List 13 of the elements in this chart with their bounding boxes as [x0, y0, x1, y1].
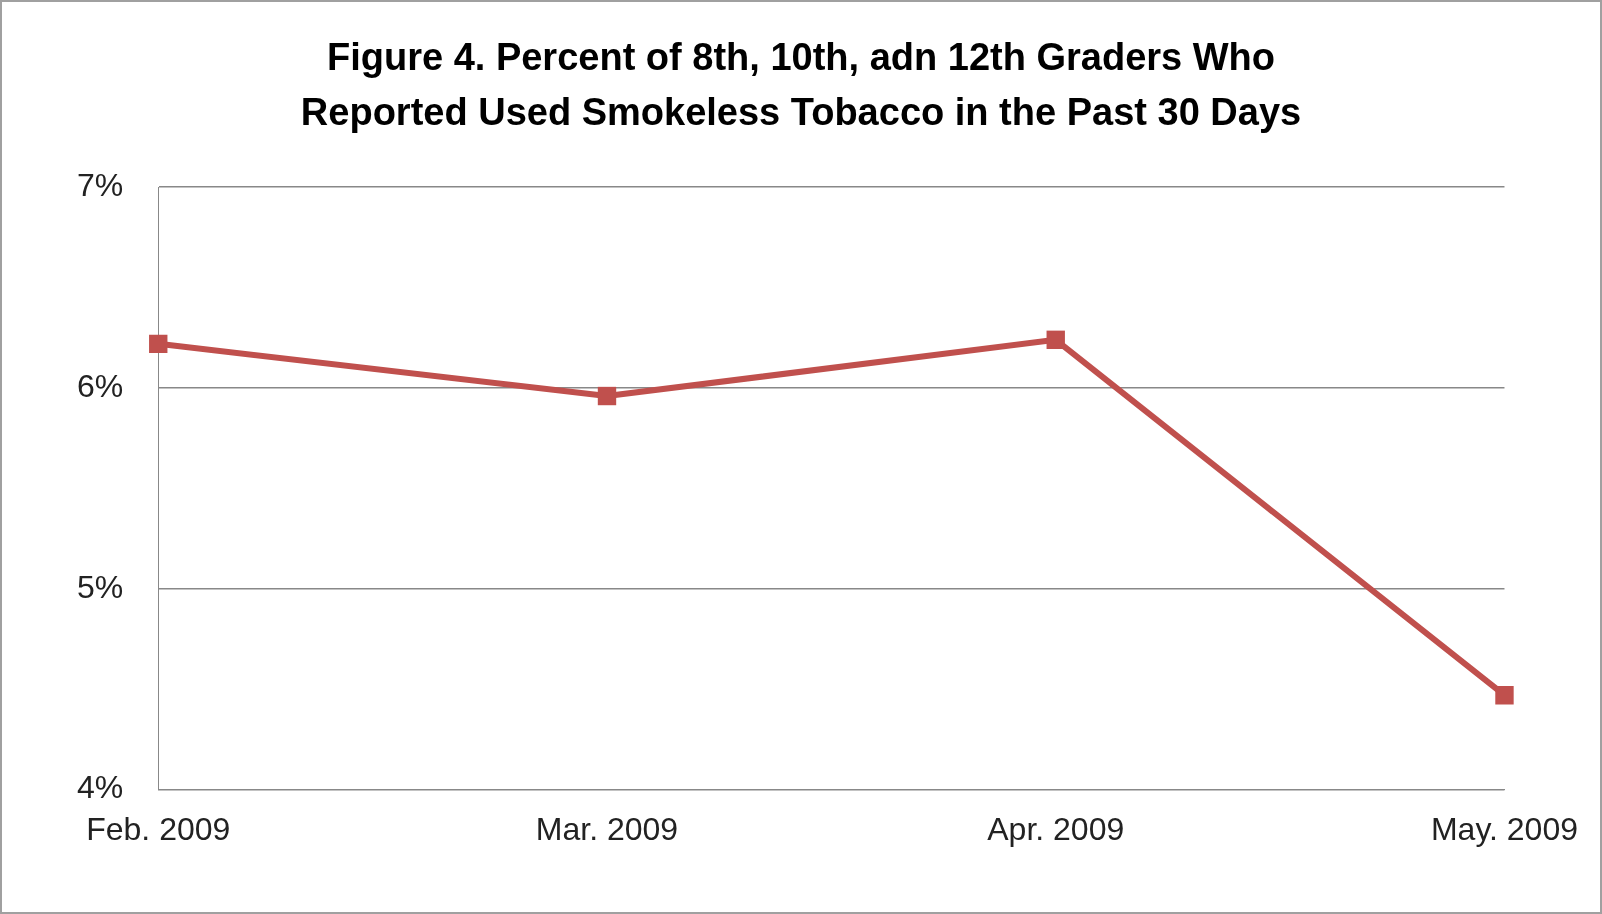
x-tick-label: Feb. 2009: [86, 810, 231, 847]
y-tick-label: 6%: [77, 367, 124, 404]
x-tick-label: Apr. 2009: [987, 810, 1125, 847]
y-tick-label: 4%: [77, 769, 124, 806]
y-tick-label: 5%: [77, 568, 124, 605]
point: [149, 334, 168, 354]
point: [1046, 330, 1065, 349]
point: [597, 386, 617, 406]
x-tick-label: May. 2009: [1430, 810, 1578, 847]
chart-title: Figure 4. Percent of 8th, 10th, adn 12th Graders Who Reported Used Smokeless Tobacco in the Past 30 Days: [300, 36, 1302, 134]
x-tick-label: Mar. 2009: [535, 810, 679, 847]
y-tick-label: 7%: [77, 167, 124, 204]
point: [1495, 686, 1514, 705]
